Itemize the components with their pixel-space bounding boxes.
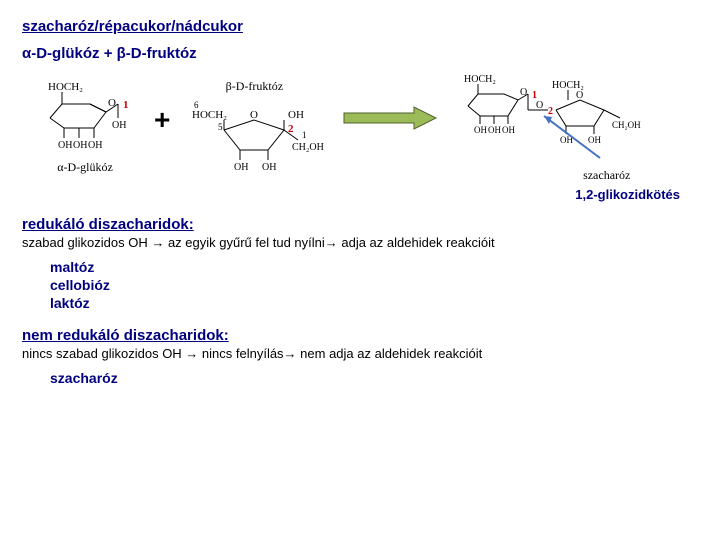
page-title: szacharóz/répacukor/nádcukor (22, 18, 698, 35)
nonreducing-list: szacharóz (50, 369, 698, 387)
svg-text:HOCH₂: HOCH₂ (192, 109, 227, 121)
molecule-glucose: HOCH₂ O OH OH OH OH 1 α-D-glükóz (30, 78, 140, 175)
reducing-title: redukáló diszacharidok: (22, 216, 698, 233)
svg-text:O: O (108, 97, 116, 109)
fructose-structure: HOCH₂ 6 OH O 5 2 OH OH CH₂OH 1 (184, 96, 324, 174)
reducing-list: maltóz cellobióz laktóz (50, 258, 698, 313)
list-item: szacharóz (50, 369, 698, 387)
svg-text:HOCH₂: HOCH₂ (464, 74, 496, 85)
svg-text:OH: OH (288, 109, 304, 121)
svg-text:OH: OH (488, 125, 501, 135)
glycosidic-bond-label: 1,2-glikozidkötés (22, 187, 680, 202)
svg-text:O: O (576, 90, 583, 101)
svg-text:OH: OH (502, 125, 515, 135)
svg-text:CH₂OH: CH₂OH (612, 120, 641, 130)
svg-text:O: O (520, 87, 527, 98)
list-item: maltóz (50, 258, 698, 276)
svg-text:OH: OH (234, 162, 248, 173)
nonreducing-body: nincs szabad glikozidos OH → nincs felny… (22, 346, 698, 361)
svg-text:OH: OH (88, 140, 102, 151)
sucrose-caption: szacharóz (583, 168, 630, 183)
svg-text:OH: OH (262, 162, 276, 173)
nonreducing-title: nem redukáló diszacharidok: (22, 327, 698, 344)
plus-icon: + (154, 104, 170, 136)
svg-text:O: O (536, 100, 543, 111)
svg-text:OH: OH (474, 125, 487, 135)
svg-text:1: 1 (302, 130, 307, 140)
molecule-sucrose: HOCH₂ O OH OH OH 1 O HOCH₂ O 2 OH OH CH₂… (452, 70, 662, 183)
reducing-body: szabad glikozidos OH → az egyik gyűrű fe… (22, 235, 698, 250)
molecule-fructose: β-D-fruktóz HOCH₂ 6 OH O 5 2 OH OH CH₂OH… (184, 79, 324, 174)
svg-text:CH₂OH: CH₂OH (292, 142, 324, 153)
reaction-arrow (342, 105, 438, 134)
list-item: laktóz (50, 294, 698, 312)
reaction-subtitle: α-D-glükóz + β-D-fruktóz (22, 45, 698, 62)
svg-text:OH: OH (588, 135, 601, 145)
svg-text:OH: OH (58, 140, 72, 151)
svg-text:2: 2 (548, 106, 553, 117)
list-item: cellobióz (50, 276, 698, 294)
reaction-diagram: HOCH₂ O OH OH OH OH 1 α-D-glükóz + β-D-f… (30, 70, 698, 183)
glucose-structure: HOCH₂ O OH OH OH OH 1 (30, 78, 140, 158)
svg-text:6: 6 (194, 100, 199, 110)
svg-text:OH: OH (73, 140, 87, 151)
glucose-caption: α-D-glükóz (57, 160, 113, 175)
svg-text:HOCH₂: HOCH₂ (48, 81, 83, 93)
svg-text:OH: OH (112, 120, 126, 131)
svg-text:1: 1 (123, 99, 129, 111)
sucrose-structure: HOCH₂ O OH OH OH 1 O HOCH₂ O 2 OH OH CH₂… (452, 70, 662, 166)
arrow-icon (342, 105, 438, 131)
fructose-caption: β-D-fruktóz (226, 79, 283, 94)
svg-text:5: 5 (218, 122, 223, 132)
svg-text:O: O (250, 109, 258, 121)
